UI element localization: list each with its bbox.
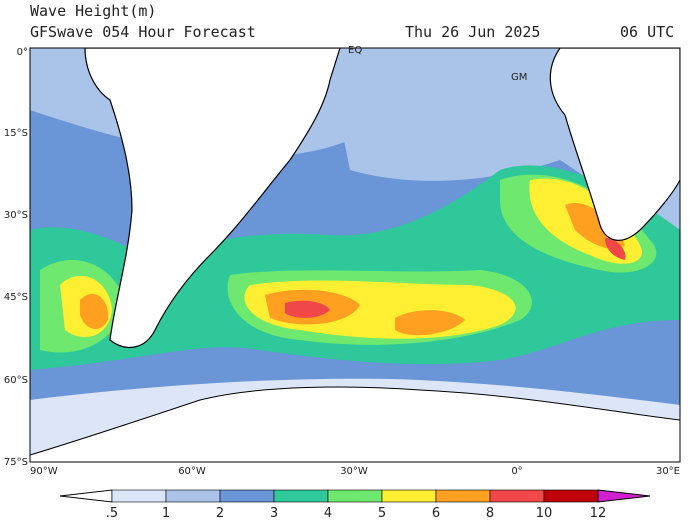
colorbar-swatch xyxy=(381,489,437,503)
colorbar-swatch xyxy=(435,489,491,503)
colorbar-swatch xyxy=(327,489,383,503)
colorbar-swatch xyxy=(543,489,599,503)
lat-label: 0° xyxy=(17,47,28,58)
colorbar-swatch xyxy=(273,489,329,503)
subtitle: GFSwave 054 Hour Forecast xyxy=(30,23,256,41)
colorbar-end xyxy=(59,489,113,503)
map xyxy=(29,47,681,463)
lon-label: 60°W xyxy=(178,466,206,477)
lon-label: 30°E xyxy=(656,466,680,477)
colorbar-label: 10 xyxy=(536,506,553,521)
colorbar-label: 5 xyxy=(378,506,386,521)
colorbar-label: 2 xyxy=(216,506,224,521)
colorbar-swatch xyxy=(165,489,221,503)
lat-label: 45°S xyxy=(4,292,28,303)
colorbar-label: 4 xyxy=(324,506,332,521)
colorbar-label: 12 xyxy=(590,506,607,521)
time: 06 UTC xyxy=(620,23,674,41)
colorbar-swatch xyxy=(489,489,545,503)
colorbar-swatch xyxy=(219,489,275,503)
lon-label: 30°W xyxy=(340,466,368,477)
colorbar-label: 6 xyxy=(432,506,440,521)
lat-label: 30°S xyxy=(4,210,28,221)
lon-label: 90°W xyxy=(30,466,58,477)
colorbar-label: .5 xyxy=(106,506,118,521)
colorbar-end xyxy=(597,489,651,503)
lat-label: 60°S xyxy=(4,375,28,386)
lon-label: 0° xyxy=(511,466,522,477)
lat-label: 75°S xyxy=(4,457,28,468)
colorbar-label: 3 xyxy=(270,506,278,521)
map-label: GM xyxy=(511,72,527,83)
colorbar-label: 1 xyxy=(162,506,170,521)
map-label: EQ xyxy=(348,45,362,56)
title: Wave Height(m) xyxy=(30,2,156,20)
lat-label: 15°S xyxy=(4,128,28,139)
date: Thu 26 Jun 2025 xyxy=(405,23,540,41)
colorbar-swatch xyxy=(111,489,167,503)
colorbar-label: 8 xyxy=(486,506,494,521)
